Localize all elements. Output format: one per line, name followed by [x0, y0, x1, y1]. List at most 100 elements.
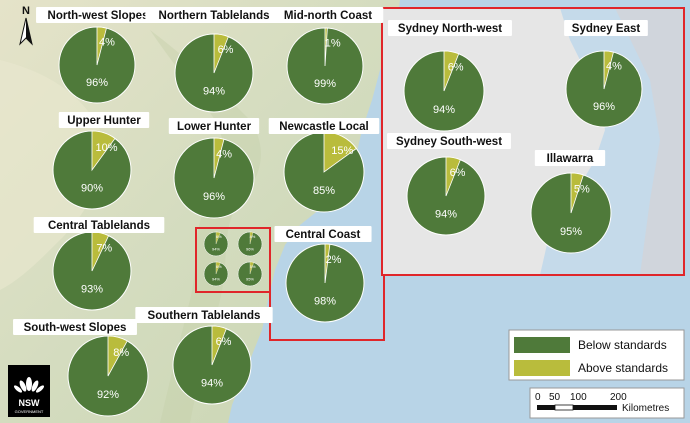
upper-hunter-pie: 90% 10%	[52, 130, 132, 210]
sydney-south-west-above-slice	[445, 156, 461, 197]
northern-tablelands-above-value: 6%	[218, 44, 234, 56]
central-coast-label: Central Coast	[274, 226, 372, 242]
lower-hunter-above-value: 4%	[216, 148, 232, 160]
central-tablelands-label: Central Tablelands	[33, 217, 165, 233]
sydney-east-above-value: 4%	[606, 61, 622, 73]
mini-1-below-value: 94%	[212, 247, 220, 252]
scale-tick-200: 200	[610, 392, 627, 403]
mini-2-above-slice	[249, 231, 254, 245]
north-west-slopes-name: North-west Slopes	[48, 10, 149, 22]
central-tablelands-pie: 93% 7%	[52, 231, 132, 311]
north-west-slopes-above-value: 4%	[99, 37, 115, 49]
legend-label-above: Above standards	[578, 361, 668, 375]
scale-unit: Kilometres	[622, 403, 669, 414]
logo-line2: GOVERNMENT	[15, 409, 44, 414]
mini-3-above-value: 6%	[216, 264, 222, 269]
north-label: N	[22, 5, 30, 17]
illawarra-below-value: 95%	[560, 226, 582, 238]
south-west-slopes-label: South-west Slopes	[13, 319, 137, 335]
south-west-slopes-pie: 92% 8%	[67, 335, 149, 417]
mini-1-pie: 94% 6%	[203, 231, 229, 257]
sydney-north-west-pie: 94% 6%	[403, 50, 485, 132]
newcastle-local-name: Newcastle Local	[279, 121, 368, 133]
sydney-south-west-below-value: 94%	[435, 208, 457, 220]
lower-hunter-above-slice	[213, 137, 225, 179]
mini-4-above-slice	[249, 261, 254, 275]
north-west-slopes-label: North-west Slopes	[36, 7, 160, 23]
northern-tablelands-below-value: 94%	[203, 85, 225, 97]
newcastle-local-above-value: 15%	[331, 145, 353, 157]
upper-hunter-name: Upper Hunter	[67, 115, 141, 127]
lower-hunter-label: Lower Hunter	[168, 118, 260, 134]
sydney-east-below-value: 96%	[593, 101, 615, 113]
mid-north-coast-name: Mid-north Coast	[284, 10, 372, 22]
central-coast-above-value: 2%	[326, 254, 342, 266]
legend: Below standards Above standards	[508, 329, 685, 381]
southern-tablelands-above-value: 6%	[216, 336, 232, 348]
mini-4-below-value: 95%	[246, 277, 254, 282]
illawarra-above-slice	[570, 172, 584, 214]
sydney-north-west-above-value: 6%	[448, 62, 464, 74]
central-tablelands-above-value: 7%	[96, 242, 112, 254]
mini-2-pie: 96% 4%	[237, 231, 263, 257]
mid-north-coast-label: Mid-north Coast	[272, 7, 384, 23]
northern-tablelands-above-slice	[213, 33, 229, 74]
scale-bar: 0 50 100 200 Kilometres	[529, 387, 685, 419]
southern-tablelands-name: Southern Tablelands	[148, 310, 261, 322]
newcastle-local-below-value: 85%	[313, 185, 335, 197]
sydney-south-west-name: Sydney South-west	[396, 136, 502, 148]
south-west-slopes-name: South-west Slopes	[24, 322, 127, 334]
upper-hunter-label: Upper Hunter	[58, 112, 150, 128]
mini-4-above-value: 5%	[250, 264, 256, 269]
mid-north-coast-below-value: 99%	[314, 78, 336, 90]
south-west-slopes-below-value: 92%	[97, 389, 119, 401]
northern-tablelands-name: Northern Tablelands	[159, 10, 270, 22]
upper-hunter-above-value: 10%	[95, 142, 117, 154]
illawarra-name: Illawarra	[547, 153, 594, 165]
mini-1-above-slice	[215, 231, 221, 245]
lower-hunter-below-value: 96%	[203, 191, 225, 203]
sydney-east-label: Sydney East	[564, 20, 648, 36]
newcastle-local-label: Newcastle Local	[268, 118, 380, 134]
central-coast-pie: 98% 2%	[285, 243, 365, 323]
mini-3-pie: 94% 6%	[203, 261, 229, 287]
mini-2-below-value: 96%	[246, 247, 254, 252]
southern-tablelands-above-slice	[211, 325, 227, 366]
south-west-slopes-above-slice	[107, 335, 128, 377]
central-coast-above-slice	[324, 243, 331, 284]
north-west-slopes-above-slice	[96, 26, 107, 66]
sydney-north-west-below-value: 94%	[433, 104, 455, 116]
sydney-south-west-above-value: 6%	[450, 167, 466, 179]
illawarra-pie: 95% 5%	[530, 172, 612, 254]
sydney-north-west-label: Sydney North-west	[388, 20, 512, 36]
central-tablelands-name: Central Tablelands	[48, 220, 150, 232]
sydney-south-west-label: Sydney South-west	[387, 133, 511, 149]
legend-swatch-above	[514, 360, 570, 376]
mini-3-below-value: 94%	[212, 277, 220, 282]
mini-2-above-value: 4%	[250, 234, 256, 239]
sydney-east-pie: 96% 4%	[565, 50, 643, 128]
north-arrow-icon: N	[19, 5, 33, 46]
central-tablelands-below-value: 93%	[81, 283, 103, 295]
mini-3-above-slice	[215, 261, 221, 275]
southern-tablelands-below-value: 94%	[201, 377, 223, 389]
newcastle-local-pie: 85% 15%	[283, 131, 365, 213]
inset-sea-grey	[615, 8, 684, 275]
lower-hunter-name: Lower Hunter	[177, 121, 252, 133]
sydney-south-west-pie: 94% 6%	[406, 156, 486, 236]
upper-hunter-above-slice	[91, 130, 116, 172]
scale-tick-0: 0	[535, 392, 541, 403]
waratah-logo-icon: NSW GOVERNMENT	[8, 365, 50, 417]
central-coast-below-value: 98%	[314, 295, 336, 307]
upper-hunter-below-value: 90%	[81, 182, 103, 194]
north-west-slopes-below-value: 96%	[86, 77, 108, 89]
north-west-slopes-pie: 96% 4%	[58, 26, 136, 104]
scale-tick-100: 100	[570, 392, 587, 403]
mini-1-above-value: 6%	[216, 234, 222, 239]
mid-north-coast-pie: 99% 1%	[286, 27, 364, 105]
lower-hunter-pie: 96% 4%	[173, 137, 255, 219]
scale-tick-50: 50	[549, 392, 561, 403]
inset-border	[381, 7, 685, 276]
northern-tablelands-label: Northern Tablelands	[145, 7, 283, 23]
sydney-north-west-name: Sydney North-west	[398, 23, 502, 35]
